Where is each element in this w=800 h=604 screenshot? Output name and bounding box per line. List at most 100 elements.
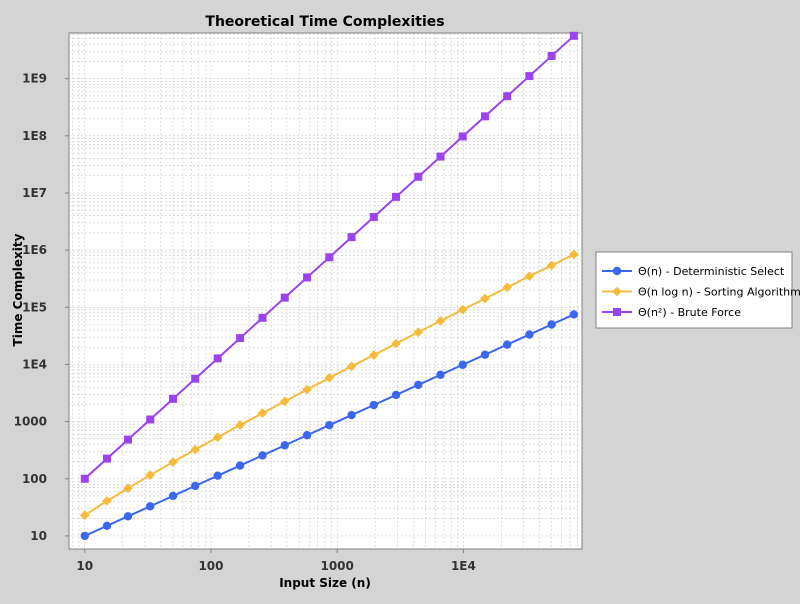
y-tick-label: 1E4	[22, 357, 47, 371]
series-3-point	[547, 51, 556, 60]
legend-item-1: Θ(n) - Deterministic Select	[602, 265, 785, 278]
y-tick-label: 1E8	[22, 129, 47, 143]
series-1-point	[325, 420, 334, 430]
series-2	[79, 249, 579, 521]
legend-label: Θ(n log n) - Sorting Algorithms	[638, 286, 800, 299]
series-2-point	[324, 373, 335, 383]
series-2-point	[302, 384, 312, 395]
x-axis-label: Input Size (n)	[279, 576, 371, 590]
series-layer	[79, 31, 579, 541]
legend: Θ(n) - Deterministic Select Θ(n log n) - …	[595, 251, 800, 329]
series-2-point	[145, 470, 156, 480]
legend-label: Θ(n) - Deterministic Select	[638, 265, 785, 278]
series-1-point	[80, 531, 89, 541]
series-3-point	[303, 273, 312, 282]
series-1-point	[458, 360, 467, 369]
series-1-point	[235, 461, 245, 470]
series-2-point	[212, 432, 223, 443]
legend-swatch-marker	[612, 266, 622, 276]
series-2-point	[279, 396, 290, 407]
series-3-point	[258, 313, 267, 322]
series-1-point	[302, 431, 312, 440]
series-1-point	[391, 390, 401, 400]
y-tick-label: 10	[30, 529, 47, 543]
series-1-point	[123, 512, 133, 521]
series-2-point	[235, 420, 245, 430]
axis-ticks: 10 100 1000 1E4 10 100 1000 1E4 1E5 1E6 1E7 1E8 1E9	[14, 72, 476, 573]
plot-area	[68, 32, 583, 550]
series-3-point	[525, 72, 534, 81]
series-3-point	[369, 212, 378, 221]
series-2-point	[546, 260, 557, 271]
series-3-point	[280, 293, 289, 302]
series-2-point	[502, 282, 512, 293]
series-1-point	[547, 320, 556, 329]
series-3-point	[146, 415, 155, 424]
series-3-point	[414, 172, 423, 181]
series-1-point	[525, 330, 534, 339]
series-1-point	[258, 451, 267, 460]
y-tick-label: 100	[22, 472, 47, 486]
series-1	[80, 310, 579, 541]
series-3-point	[436, 152, 445, 161]
series-2-point	[435, 316, 446, 326]
series-1-point	[569, 310, 579, 319]
legend-swatch-marker	[613, 308, 621, 316]
y-tick-label: 1000	[14, 415, 47, 429]
series-3-point	[123, 435, 132, 444]
series-2-point	[346, 361, 357, 372]
series-3-point	[213, 354, 222, 363]
y-tick-label: 1E6	[22, 243, 47, 257]
x-tick-label: 10	[76, 559, 93, 573]
series-2-point	[190, 444, 201, 455]
legend-item-2: Θ(n log n) - Sorting Algorithms	[602, 286, 800, 299]
legend-item-3: Θ(n²) - Brute Force	[602, 306, 741, 319]
series-1-point	[436, 370, 445, 380]
series-2-point	[413, 327, 424, 337]
series-1-point	[347, 410, 356, 420]
series-3-point	[569, 31, 578, 40]
series-3-point	[503, 92, 512, 101]
x-tick-label: 1000	[320, 559, 353, 573]
series-3-point	[480, 112, 489, 121]
y-tick-label: 1E7	[22, 186, 47, 200]
series-3-point	[80, 474, 89, 483]
series-3	[80, 31, 578, 483]
series-3-point	[191, 374, 200, 383]
series-1-point	[280, 441, 289, 450]
legend-swatch-marker	[612, 286, 622, 297]
series-3-point	[392, 192, 401, 201]
series-2-point	[79, 510, 90, 521]
series-3-point	[325, 253, 334, 262]
series-1-point	[102, 521, 112, 531]
series-3-point	[458, 132, 467, 141]
series-1-point	[502, 340, 512, 349]
y-tick-label: 1E9	[22, 72, 47, 86]
series-3-point	[168, 394, 177, 403]
series-1-point	[414, 380, 423, 390]
series-3-point	[236, 334, 245, 343]
series-2-point	[257, 408, 268, 418]
series-1-point	[480, 350, 490, 359]
series-1-point	[168, 491, 178, 501]
series-2-point	[524, 271, 535, 281]
x-tick-label: 100	[198, 559, 223, 573]
series-2-point	[569, 249, 579, 260]
x-tick-label: 1E4	[451, 559, 476, 573]
series-3-point	[347, 233, 356, 242]
chart-title: Theoretical Time Complexities	[205, 14, 444, 30]
series-1-point	[213, 471, 222, 480]
series-2-point	[480, 293, 490, 304]
series-2-point	[369, 350, 379, 360]
legend-box	[595, 251, 793, 329]
y-tick-label: 1E5	[22, 300, 47, 314]
series-2-point	[391, 338, 401, 349]
series-1-point	[369, 400, 379, 410]
series-3-point	[102, 454, 111, 463]
series-2-point	[102, 496, 112, 506]
series-1-point	[146, 502, 155, 511]
y-axis-label: Time Complexity	[11, 233, 25, 346]
series-2-point	[123, 483, 133, 494]
